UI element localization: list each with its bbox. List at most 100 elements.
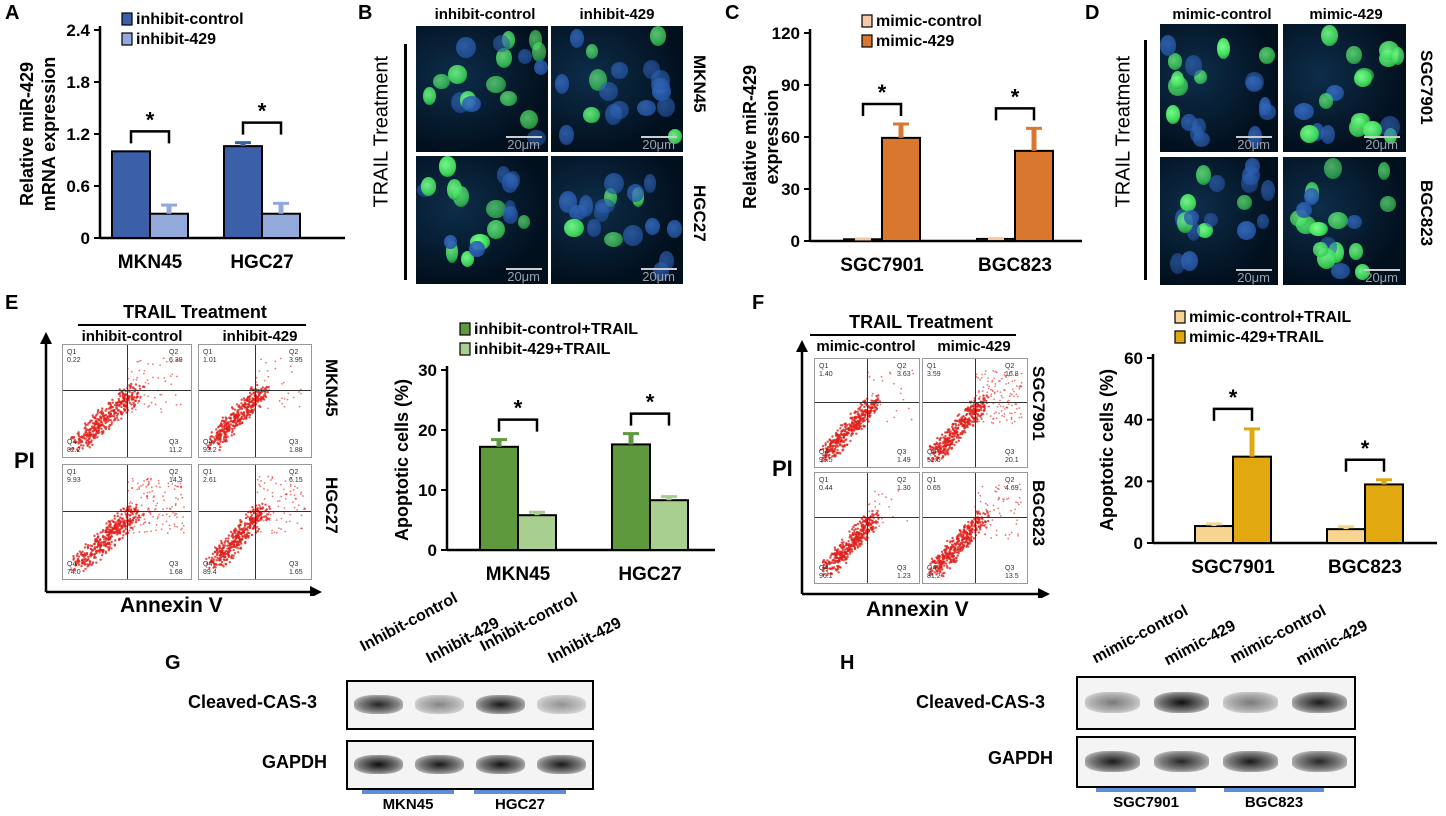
flow-event (843, 550, 847, 554)
flow-event (988, 405, 991, 408)
flow-event (89, 428, 92, 431)
cell-nucleus (1259, 47, 1275, 65)
flow-event (845, 433, 849, 437)
flow-event (172, 511, 174, 514)
flow-event (937, 568, 941, 571)
flow-event (132, 387, 135, 390)
flow-event (910, 418, 913, 421)
flow-event (871, 521, 875, 524)
panel-label-e: E (5, 292, 19, 314)
legend-label: inhibit-429 (136, 31, 216, 48)
flow-event (257, 394, 261, 397)
flow-event (117, 538, 121, 541)
flow-event (163, 499, 165, 502)
flow-event (965, 531, 969, 535)
quadrant-value: Q1 3.59 (927, 363, 941, 378)
flow-event (927, 457, 930, 461)
flow-event (1010, 509, 1012, 512)
flow-event (97, 424, 101, 427)
flow-event (1011, 422, 1014, 425)
flow-event (957, 539, 961, 543)
flow-event (97, 418, 101, 421)
flow-event (860, 523, 863, 526)
flow-event (164, 380, 167, 383)
flow-event (82, 444, 85, 447)
flow-event (239, 532, 243, 536)
flow-event (110, 421, 114, 424)
flow-event (1018, 497, 1021, 499)
flow-event (220, 542, 223, 545)
flow-event (246, 397, 249, 400)
flow-event (977, 510, 980, 513)
flow-event (143, 492, 145, 495)
flow-event (115, 527, 118, 531)
cell-nucleus (583, 107, 600, 123)
flow-event (997, 484, 1000, 487)
panel-label-f: F (752, 292, 765, 314)
flow-event (945, 438, 948, 442)
flow-event (101, 528, 105, 532)
flow-event (951, 536, 954, 540)
flow-event (947, 453, 950, 456)
cell-nucleus (1318, 92, 1334, 109)
flow-event (952, 438, 955, 441)
flow-event (289, 485, 292, 487)
flow-event (134, 408, 137, 411)
flow-event (119, 516, 122, 519)
g-group-bar (362, 790, 454, 794)
flow-event (848, 536, 851, 539)
flow-event (113, 525, 116, 529)
flow-event (853, 411, 856, 415)
flow-event (118, 530, 122, 534)
flow-event (236, 420, 240, 423)
flow-event (289, 490, 292, 493)
significance-star: * (258, 99, 267, 124)
flow-event (992, 504, 995, 507)
flow-event (993, 412, 996, 415)
flow-event (828, 567, 831, 570)
flow-event (132, 528, 135, 531)
flow-event (856, 546, 860, 549)
flow-event (956, 414, 959, 418)
cell-nucleus (1167, 53, 1183, 71)
flow-event (129, 500, 132, 503)
flow-event (892, 382, 895, 385)
flow-scatter (69, 357, 182, 452)
flow-event (881, 493, 884, 495)
flow-event (273, 531, 276, 534)
flow-event (869, 407, 872, 410)
flow-event (80, 435, 84, 438)
flow-event (1013, 512, 1016, 515)
legend-swatch (121, 12, 133, 26)
flow-event (970, 420, 974, 423)
flow-event (294, 485, 296, 488)
flow-event (109, 419, 113, 422)
bar (1326, 528, 1366, 544)
flow-event (869, 414, 872, 417)
flow-event (971, 527, 974, 530)
flow-event (280, 495, 283, 498)
b-row-label: HGC27 (690, 185, 709, 242)
flow-event (119, 520, 122, 524)
flow-event (876, 514, 879, 517)
flow-event (231, 532, 235, 535)
blot-band (1153, 692, 1210, 713)
flow-event (160, 411, 163, 413)
flow-event (176, 359, 179, 362)
flow-event (220, 539, 223, 543)
flow-event (981, 390, 984, 392)
flow-event (976, 415, 979, 417)
cell-nucleus (651, 69, 671, 91)
flow-event (1014, 508, 1017, 511)
flow-event (110, 530, 113, 534)
flow-event (258, 483, 261, 486)
flow-event (136, 482, 139, 485)
cell-nucleus (433, 74, 450, 89)
flow-event (870, 399, 873, 402)
flow-event (265, 361, 267, 364)
flow-event (843, 444, 846, 448)
flow-event (135, 518, 138, 522)
flow-event (991, 519, 994, 521)
flow-event (959, 436, 962, 439)
flow-event (89, 419, 92, 422)
